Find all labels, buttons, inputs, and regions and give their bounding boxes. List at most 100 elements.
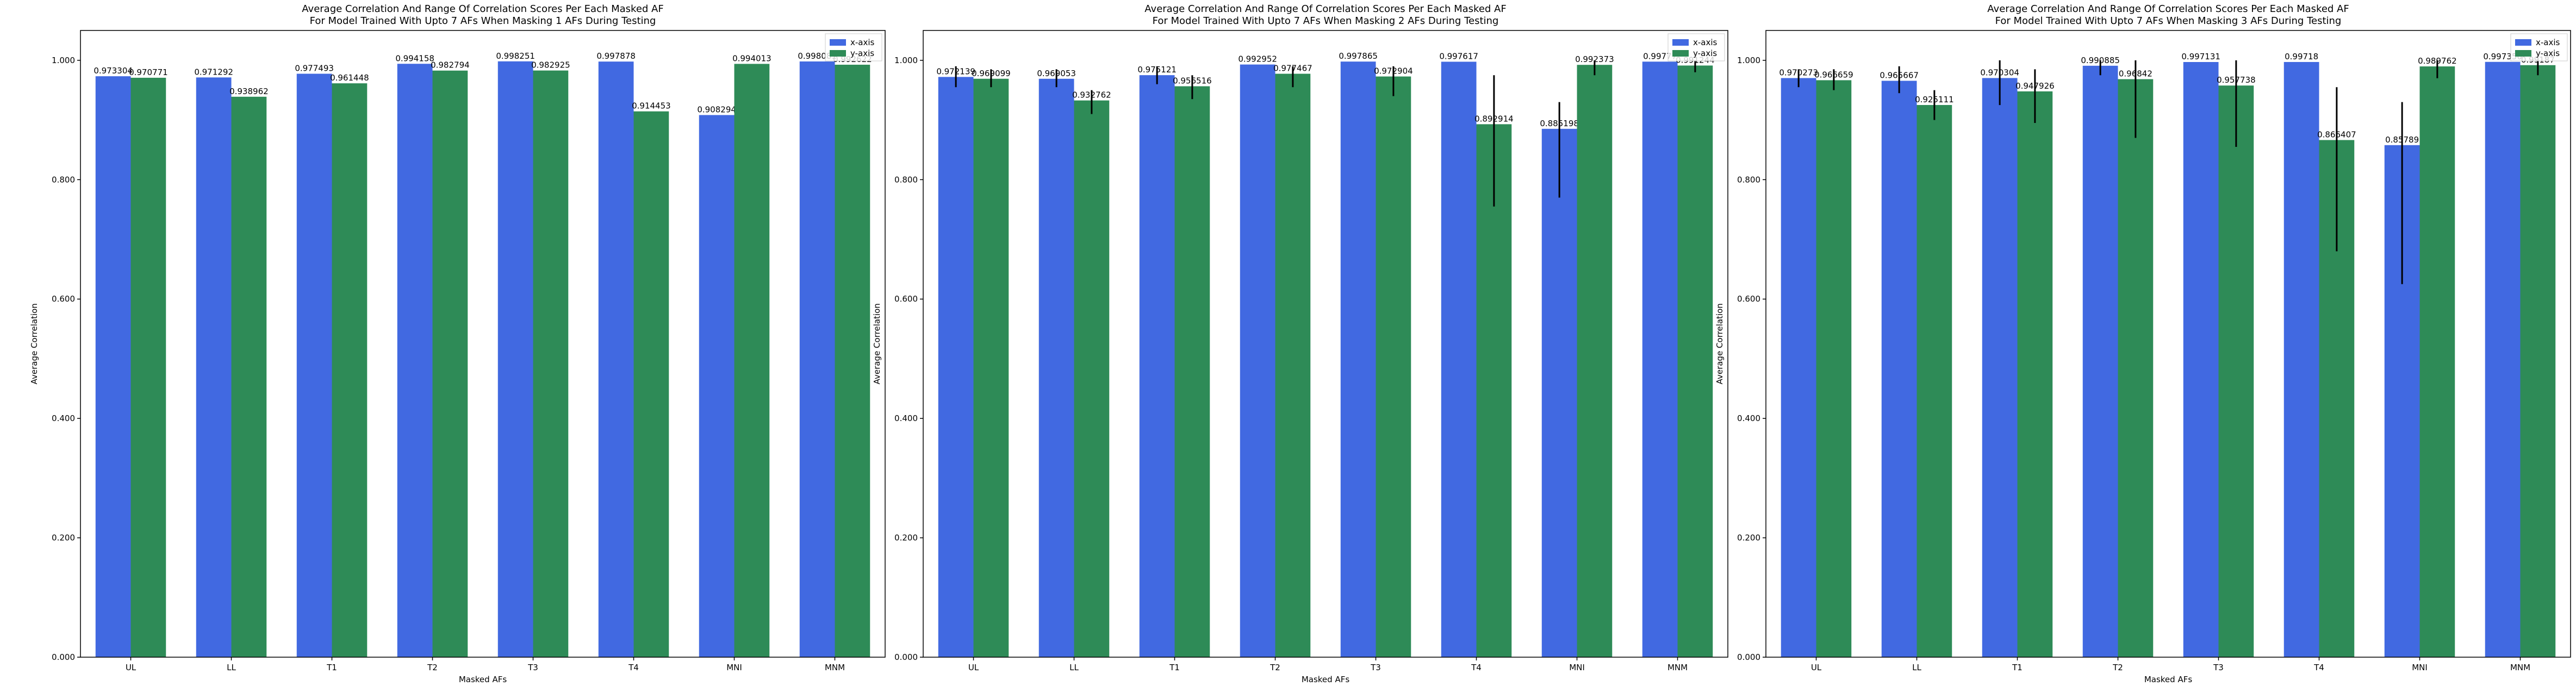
y-tick-label: 0.400 [894, 413, 918, 423]
bar-y-axis-T3 [2218, 85, 2254, 657]
x-tick-label: T4 [2313, 663, 2324, 672]
bar-x-axis-T3 [497, 61, 533, 658]
plot-frame [1765, 30, 2571, 658]
bar-y-axis-T1 [332, 83, 368, 658]
data-label-y-axis-T3: 0.957738 [2217, 75, 2256, 85]
y-tick-label: 0.600 [1737, 294, 1760, 304]
x-tick-label: T3 [2213, 663, 2224, 672]
data-label-y-axis-LL: 0.932762 [1072, 90, 1111, 100]
bar-y-axis-MNI [1577, 65, 1613, 657]
bar-y-axis-T2 [432, 70, 468, 657]
x-tick-label: T2 [427, 663, 438, 672]
bar-y-axis-T2 [1275, 73, 1311, 657]
data-label-x-axis-LL: 0.969053 [1037, 69, 1076, 78]
data-label-x-axis-T4: 0.99718 [2285, 52, 2318, 61]
legend-swatch-x-axis [830, 39, 846, 46]
bar-x-axis-MNM [2485, 61, 2521, 658]
data-label-y-axis-T1: 0.947926 [2015, 81, 2055, 91]
bar-x-axis-LL [196, 77, 232, 658]
legend-swatch-y-axis [2515, 50, 2531, 57]
bar-y-axis-MNM [1677, 65, 1713, 657]
x-tick-label: UL [1811, 663, 1822, 672]
data-label-y-axis-UL: 0.970771 [129, 67, 168, 77]
x-tick-label: T4 [1471, 663, 1482, 672]
bar-x-axis-LL [1881, 81, 1917, 657]
x-tick-label: MNI [726, 663, 742, 672]
data-label-x-axis-T3: 0.998251 [496, 51, 535, 61]
data-label-y-axis-T4: 0.914453 [632, 101, 671, 111]
bar-y-axis-UL [973, 78, 1009, 657]
legend-label-y-axis: y-axis [2536, 48, 2560, 58]
data-label-x-axis-MNI: 0.885198 [1540, 119, 1579, 128]
data-label-x-axis-LL: 0.971292 [194, 67, 233, 77]
bar-x-axis-UL [95, 76, 131, 657]
y-axis-label: Average Correlation [29, 303, 39, 384]
plot-frame [923, 30, 1728, 658]
data-label-x-axis-T2: 0.990885 [2081, 55, 2120, 65]
y-tick-label: 0.800 [52, 175, 75, 184]
y-tick-label: 0.200 [52, 533, 75, 543]
data-label-y-axis-MNI: 0.989762 [2418, 56, 2457, 66]
bar-y-axis-T3 [1376, 76, 1411, 657]
x-tick-label: MNM [825, 663, 845, 672]
legend-label-y-axis: y-axis [850, 48, 874, 58]
bar-y-axis-UL [1816, 80, 1852, 657]
bar-x-axis-MNM [1642, 61, 1678, 658]
y-tick-label: 0.800 [1737, 175, 1760, 184]
data-label-y-axis-LL: 0.938962 [229, 86, 269, 96]
data-label-x-axis-T1: 0.970304 [1980, 67, 2019, 77]
data-label-y-axis-UL: 0.966659 [1814, 70, 1853, 79]
chart-panel-1: Average Correlation And Range Of Correla… [29, 3, 886, 684]
data-label-x-axis-T2: 0.994158 [395, 53, 434, 63]
legend-label-y-axis: y-axis [1693, 48, 1717, 58]
data-label-y-axis-T2: 0.982794 [431, 60, 470, 70]
data-label-x-axis-T3: 0.997865 [1339, 51, 1378, 61]
x-axis-label: Masked AFs [2144, 675, 2193, 684]
y-tick-label: 0.800 [894, 175, 918, 184]
data-label-x-axis-T2: 0.992952 [1238, 54, 1277, 64]
x-tick-label: T1 [1169, 663, 1180, 672]
data-label-y-axis-T1: 0.961448 [330, 73, 369, 83]
x-tick-label: LL [1912, 663, 1921, 672]
chart-panel-3: Average Correlation And Range Of Correla… [1715, 3, 2571, 684]
bar-x-axis-T4 [598, 61, 634, 657]
y-tick-label: 0.200 [1737, 533, 1760, 543]
y-tick-label: 0.600 [52, 294, 75, 304]
chart-title: Average Correlation And Range Of Correla… [1144, 3, 1506, 15]
data-label-y-axis-LL: 0.925111 [1915, 95, 1954, 104]
x-axis-label: Masked AFs [459, 675, 507, 684]
bar-y-axis-T2 [2118, 79, 2154, 658]
y-axis-label: Average Correlation [872, 303, 882, 384]
data-label-x-axis-MNI: 0.85789 [2385, 135, 2419, 145]
legend-label-x-axis: x-axis [1693, 38, 1718, 47]
data-label-y-axis-T3: 0.982925 [531, 60, 570, 70]
x-tick-label: MNI [2412, 663, 2428, 672]
y-tick-label: 0.000 [1737, 652, 1760, 662]
y-tick-label: 0.400 [52, 413, 75, 423]
data-label-x-axis-T4: 0.997617 [1439, 51, 1478, 61]
x-tick-label: UL [968, 663, 979, 672]
data-label-x-axis-T1: 0.975121 [1137, 65, 1177, 75]
bar-x-axis-LL [1038, 78, 1074, 657]
bar-y-axis-LL [231, 96, 267, 657]
x-tick-label: LL [1069, 663, 1079, 672]
y-tick-label: 0.400 [1737, 413, 1760, 423]
x-tick-label: MNI [1569, 663, 1585, 672]
chart-panel-2: Average Correlation And Range Of Correla… [872, 3, 1728, 684]
x-tick-label: T1 [326, 663, 337, 672]
bar-y-axis-MNI [734, 64, 770, 657]
bar-y-axis-MNI [2419, 66, 2455, 657]
x-axis-label: Masked AFs [1302, 675, 1350, 684]
legend-label-x-axis: x-axis [850, 38, 875, 47]
x-tick-label: MNM [1667, 663, 1688, 672]
x-tick-label: T4 [628, 663, 639, 672]
x-tick-label: LL [227, 663, 236, 672]
data-label-x-axis-T4: 0.997878 [596, 51, 636, 61]
bar-x-axis-T2 [1240, 64, 1275, 657]
chart-title: Average Correlation And Range Of Correla… [302, 3, 663, 15]
bar-y-axis-T1 [2017, 91, 2053, 658]
data-label-x-axis-T1: 0.977493 [295, 64, 334, 73]
